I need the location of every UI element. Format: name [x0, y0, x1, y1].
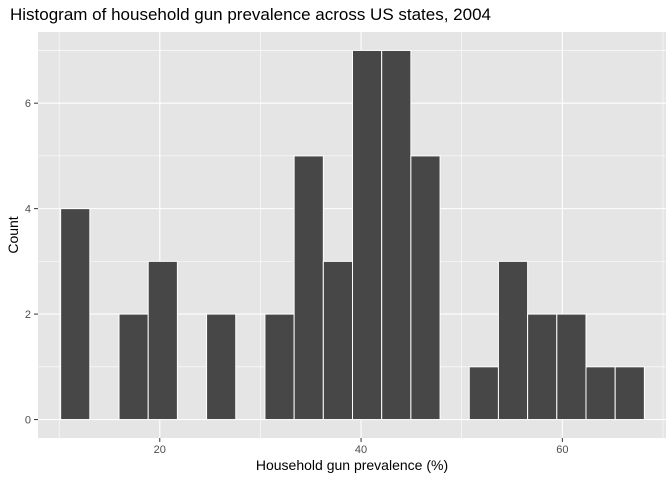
- histogram-bar: [585, 366, 616, 421]
- histogram-bar: [556, 313, 587, 421]
- histogram-bar: [614, 366, 645, 421]
- chart-title: Histogram of household gun prevalence ac…: [10, 5, 491, 24]
- x-axis-title: Household gun prevalence (%): [256, 457, 448, 473]
- y-tick-label: 6: [25, 98, 31, 110]
- y-axis: 0 2 4 6: [25, 98, 38, 427]
- y-tick-label: 4: [25, 204, 31, 216]
- y-axis-title: Count: [5, 216, 21, 253]
- histogram-bar: [264, 313, 295, 421]
- bars-group: [60, 49, 645, 421]
- histogram-bar: [468, 366, 499, 421]
- y-tick-label: 2: [25, 309, 31, 321]
- histogram-bar: [497, 260, 529, 421]
- histogram-bar: [118, 313, 149, 421]
- x-axis: 20 40 60: [154, 438, 568, 456]
- histogram-bar: [381, 49, 412, 421]
- x-tick-label: 20: [154, 444, 166, 456]
- histogram-bar: [322, 260, 354, 421]
- histogram-bar: [352, 49, 383, 421]
- histogram-bar: [147, 260, 178, 421]
- histogram-bar: [410, 155, 441, 421]
- x-tick-label: 60: [556, 444, 568, 456]
- x-tick-label: 40: [355, 444, 367, 456]
- histogram-bar: [206, 313, 237, 421]
- y-tick-label: 0: [25, 415, 31, 427]
- histogram-bar: [60, 208, 91, 421]
- histogram-bar: [293, 155, 324, 421]
- histogram-bar: [527, 313, 558, 421]
